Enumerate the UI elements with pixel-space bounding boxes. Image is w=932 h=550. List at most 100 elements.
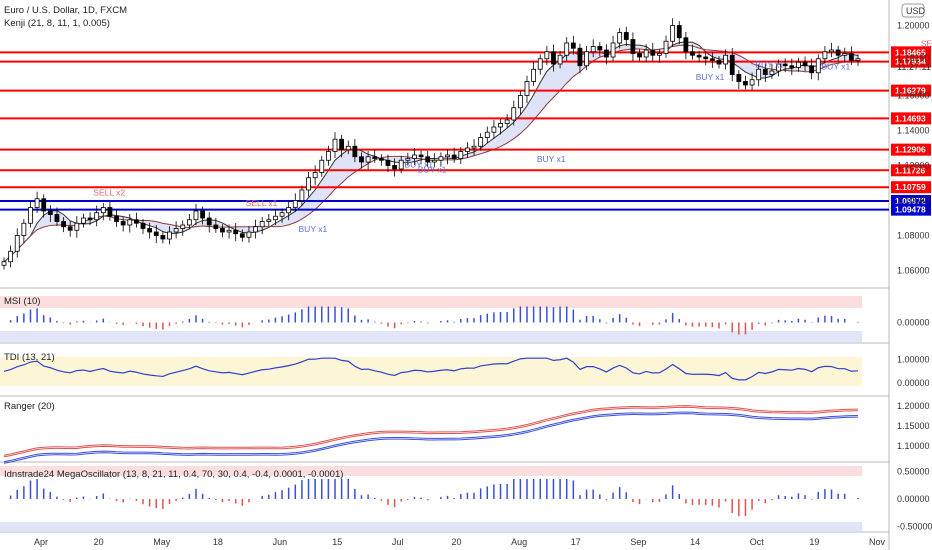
candle-body [418,154,424,158]
candle-body [61,221,66,228]
candle-body [173,228,179,233]
candle-body [637,53,642,58]
level-tag [891,55,931,68]
candle-body [484,131,490,138]
candle-body [663,40,669,54]
msi-upper-band [0,296,862,308]
candle-body [776,63,781,72]
tdi-line [3,357,859,381]
msi-tick: 0.00000 [897,318,930,328]
candle-body [87,217,93,221]
level-tag-label: 1.11726 [895,165,926,175]
candle-body [279,212,285,217]
time-tick-label: Apr [34,537,48,547]
time-tick-label: 18 [213,537,223,547]
level-tag [891,181,931,194]
candle-body [842,53,848,56]
candle-body [643,49,649,58]
candle-body [723,54,728,65]
price-axis: 1.20000 1.18150 1.16000 1.14000 1.12000 1.100… [897,21,931,276]
level-tag [891,164,931,177]
candle-body [729,54,735,75]
level-tag-label: 1.17934 [895,57,926,67]
candle-body [445,154,450,158]
countdown-label: 11:27:11 [897,62,931,72]
signal-label: SELL x2 [93,187,125,197]
level-tag-label: 1.18465 [895,47,926,57]
candle-body [266,219,272,222]
price-tick-label: 1.12000 [897,161,930,171]
candle-body [153,231,159,236]
time-tick-label: 17 [571,537,581,547]
candle-body [683,37,689,53]
candle-body [34,198,40,208]
candle-body [332,138,338,152]
price-tick-label: 1.10000 [897,196,930,206]
time-tick-label: 14 [690,537,700,547]
ranger-tick: 1.10000 [897,441,930,451]
mega-tick: 0.00000 [897,494,930,504]
level-tag [891,46,931,59]
candle-body [815,58,821,74]
candle-body [299,189,305,201]
candle-body [339,138,345,151]
level-tag-label: 1.09478 [895,205,926,215]
candle-body [577,47,583,67]
candle-body [127,219,133,226]
level-tag-label: 1.16279 [895,86,926,96]
candle-body [769,70,775,75]
currency-badge-box[interactable] [901,3,925,18]
level-tag [891,143,931,156]
candle-body [1,261,7,266]
candle-body [610,42,616,58]
indicator-label: Kenji (21, 8, 11, 1, 0.005) [4,18,110,29]
candle-body [650,49,656,56]
candle-body [498,123,503,128]
candle-body [511,107,517,121]
candle-body [709,58,715,61]
candle-body [378,158,384,161]
candle-body [206,217,212,226]
candle-body [392,165,397,170]
time-tick-label: Oct [750,537,765,547]
candle-body [630,39,636,54]
candle-body [134,219,139,224]
candle-body [438,156,444,161]
candle-body [246,231,252,238]
time-tick-label: 20 [452,537,462,547]
candle-body [537,58,543,70]
candle-body [120,221,126,226]
candle-body [623,32,629,40]
candle-body [656,53,662,56]
ranger-line [3,411,859,463]
time-tick-label: 20 [94,537,104,547]
candle-body [425,156,431,163]
candle-body [802,61,808,67]
price-tick-label: 1.18150 [897,53,930,63]
candle-body [676,25,682,39]
price-tick-label: 1.08000 [897,231,930,241]
candle-body [756,68,762,81]
candle-body [749,79,755,86]
candle-body [398,159,404,170]
candle-body [822,51,828,60]
signal-label: SELL x1 [921,39,932,49]
candle-body [564,42,570,56]
msi-panel-title: MSI (10) [4,296,40,307]
candle-body [584,51,589,67]
time-tick-label: Aug [511,537,527,547]
signal-label: BUY x1 [404,159,433,169]
level-tag-label: 1.12906 [895,145,926,155]
candle-body [67,226,73,231]
candle-body [531,68,537,82]
candle-body [273,215,278,221]
candle-body [809,65,815,74]
level-tag [891,203,931,216]
candle-body [193,210,199,221]
candle-body [21,222,27,236]
candle-body [736,74,742,82]
candle-body [465,147,470,152]
candle-body [345,145,351,151]
